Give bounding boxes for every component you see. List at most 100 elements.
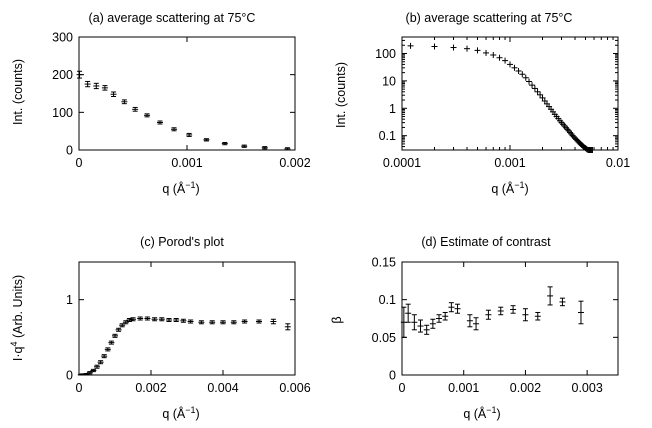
panel-b-data-point [407, 42, 414, 49]
panel-b-data-point [519, 71, 526, 78]
panel-a-axes: 0 0.001 0.002 0 100 200 300 [52, 31, 311, 171]
panel-b-xtick-label: 0.01 [606, 156, 630, 170]
panel-c-data-point [173, 318, 180, 323]
panel-a-data-point [144, 113, 151, 118]
panel-c-ylabel-tail: (Arb. Units) [11, 275, 25, 342]
panel-b-xlabel-main: q (Å [491, 181, 515, 196]
panel-c-data-point [166, 318, 172, 323]
panel-a-xtick-label: 0.001 [171, 156, 202, 170]
panel-b-xlabel: q (Å−1) [491, 180, 528, 196]
panel-b-data-point [539, 94, 546, 101]
panel-d-data-point [547, 286, 554, 306]
panel-c-xtick-label: 0.002 [135, 381, 166, 395]
panel-c-xlabel: q (Å−1) [162, 405, 199, 421]
panel-d-data-point [559, 297, 566, 307]
panel-c-data-point [86, 371, 93, 375]
panel-a-ytick-label: 100 [52, 106, 73, 120]
panel-b-data-point [490, 52, 497, 59]
panel-d-ylabel: β [330, 316, 344, 323]
panel-d-ytick-label: 0 [389, 369, 396, 383]
panel-c-data-point [97, 360, 104, 365]
panel-b-xtick-label: 0.0001 [383, 156, 421, 170]
panel-b-title: (b) average scattering at 75°C [406, 11, 573, 25]
panel-b-ytick-label: 0.1 [379, 129, 396, 143]
panel-b: (b) average scattering at 75°C Int. (cou… [334, 11, 630, 196]
panel-b-data-point [589, 147, 596, 153]
panel-b-data-point [567, 129, 574, 136]
panel-a-ytick-label: 300 [52, 31, 73, 45]
panel-a-title: (a) average scattering at 75°C [89, 11, 256, 25]
panel-c-data-point [130, 317, 136, 322]
panel-a-data-point [76, 70, 83, 79]
panel-c-data-point [101, 354, 108, 359]
panel-d-data-point [436, 314, 443, 323]
panel-b-ytick-label: 10 [382, 74, 396, 88]
panel-a-ytick-label: 0 [66, 144, 73, 158]
panel-d-data-point [522, 308, 529, 322]
panel-d-data-point [466, 314, 473, 328]
panel-a: (a) average scattering at 75°C Int. (cou… [11, 11, 311, 196]
panel-b-data-point [511, 64, 518, 71]
panel-b-data-point [534, 88, 541, 95]
panel-c-xtick-label: 0.006 [279, 381, 310, 395]
panel-d-frame [401, 261, 619, 376]
panel-a-xlabel-tail: ) [196, 182, 200, 196]
panel-c-ytick-label: 0 [66, 369, 73, 383]
panel-b-data-point [529, 82, 536, 89]
panel-b-xlabel-tail: ) [525, 182, 529, 196]
panel-d-title: (d) Estimate of contrast [421, 235, 551, 249]
panel-b-data-point [502, 57, 509, 64]
panel-d-xtick-label: 0.003 [572, 381, 603, 395]
panel-c-data-point [137, 316, 144, 321]
panel-c-data-point [180, 318, 187, 323]
panel-a-xlabel-main: q (Å [162, 181, 186, 196]
panel-b-axes: 0.0001 0.001 0.01 0.1 1 10 100 [375, 36, 630, 170]
panel-d-data-point [417, 319, 424, 333]
panel-c-axes: 0 0.002 0.004 0.006 0 1 [66, 261, 311, 395]
panel-c-data-point [108, 340, 115, 345]
panel-c-data-point [126, 318, 133, 323]
panel-c-data-point [90, 368, 97, 373]
panel-d-xlabel: q (Å−1) [463, 405, 500, 421]
panel-c-data-point [230, 320, 237, 325]
panel-a-data-point [261, 146, 268, 150]
panel-b-ytick-label: 1 [389, 102, 396, 116]
panel-a-xtick-label: 0.002 [279, 156, 310, 170]
panel-a-data-point [93, 82, 100, 90]
panel-c-data-point [241, 319, 248, 324]
panel-c-data-point [284, 323, 291, 331]
panel-a-data-point [171, 127, 178, 132]
panel-a-xlabel-sup: −1 [185, 180, 195, 190]
panel-b-ylabel: Int. (counts) [334, 62, 348, 128]
panel-a-ylabel: Int. (counts) [11, 59, 25, 125]
panel-b-data-point [526, 78, 533, 85]
panel-c-data-point [270, 318, 277, 325]
panel-d-xlabel-main: q (Å [463, 406, 487, 421]
panel-d-ytick-label: 0.15 [372, 256, 396, 270]
panel-d-data-point [442, 311, 449, 321]
panel-d-data-point [423, 324, 430, 335]
panel-b-data-point [450, 44, 457, 51]
panel-c-data-point [158, 317, 165, 322]
panel-b-data-point [483, 49, 490, 56]
panel-b-data-point [531, 85, 538, 92]
panel-d-data-point [405, 303, 412, 323]
panel-b-data-point [431, 43, 438, 50]
panel-d-data-point [411, 314, 418, 331]
panel-c-data-point [151, 317, 158, 322]
panel-d-xtick-label: 0 [399, 381, 406, 395]
panel-a-xtick-label: 0 [76, 156, 83, 170]
panel-a-data-point [84, 80, 91, 88]
panel-d-data-point [448, 302, 455, 313]
panel-a-data-point [241, 144, 248, 148]
panel-c-ylabel-sup: 4 [9, 342, 19, 347]
panel-c-ylabel: I·q4 (Arb. Units) [9, 275, 25, 361]
panel-c-frame [78, 261, 296, 376]
panel-d-axes: 0 0.001 0.002 0.003 0 0.05 0.1 0.15 [372, 256, 619, 395]
panel-d-data-point [454, 303, 461, 314]
panel-b-data-point [507, 61, 513, 68]
panel-d-xtick-label: 0.002 [510, 381, 541, 395]
panel-d-xlabel-sup: −1 [486, 405, 496, 415]
panel-c-data-point [112, 333, 118, 338]
panel-d-data-point [534, 311, 541, 321]
